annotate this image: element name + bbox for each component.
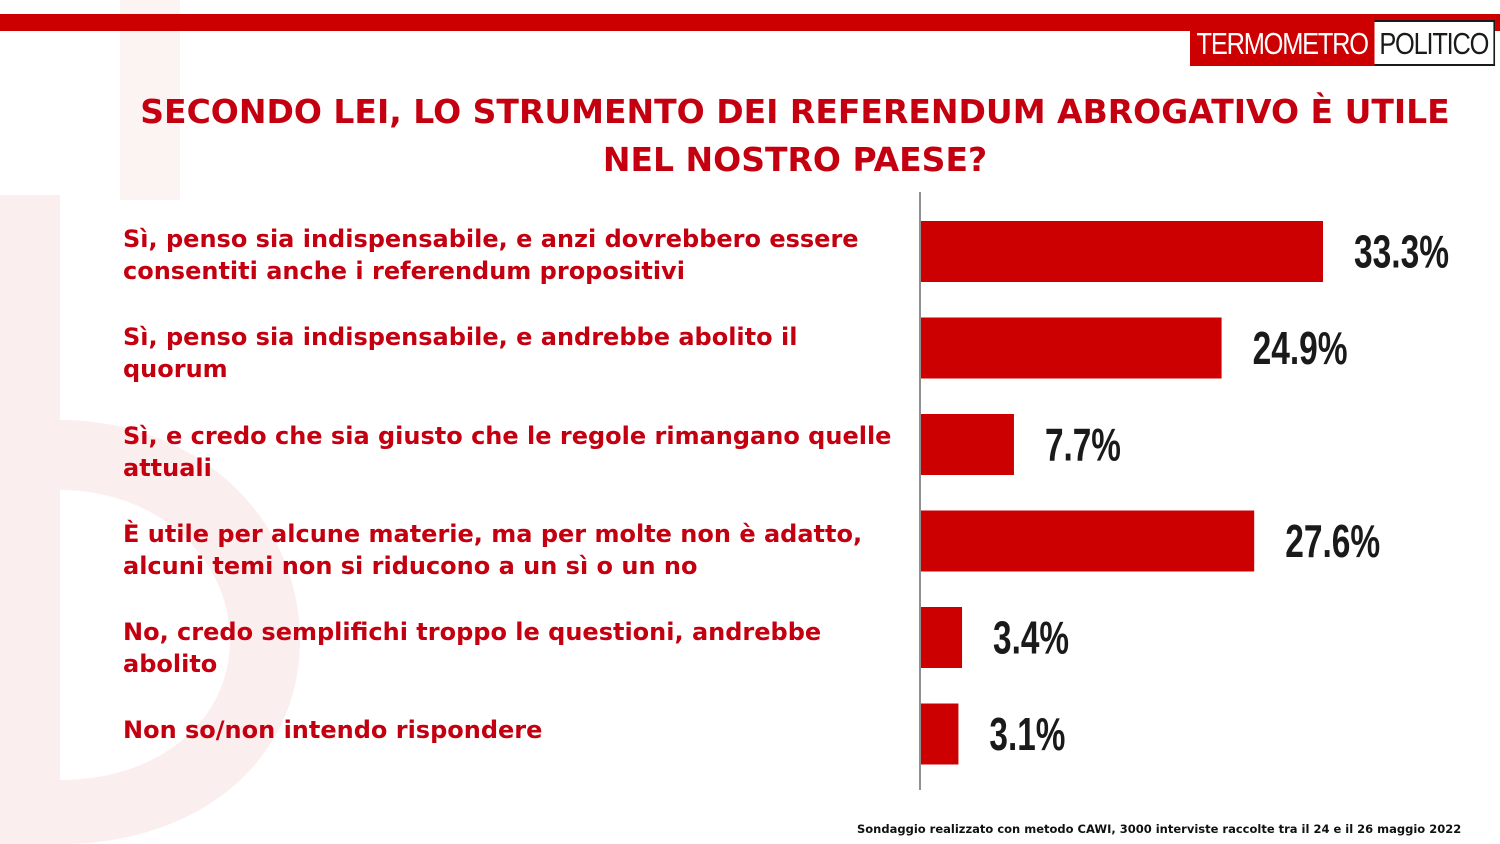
- bar-5: [921, 607, 963, 668]
- value-label-5: 3.4%: [993, 612, 1069, 664]
- logo-part-left: TERMOMETRO: [1190, 20, 1375, 66]
- category-label-1: Sì, penso sia indispensabile, e anzi dov…: [123, 225, 859, 285]
- bar-6: [921, 703, 959, 765]
- category-label-2: Sì, penso sia indispensabile, e andrebbe…: [123, 323, 798, 383]
- chart-title: SECONDO LEI, LO STRUMENTO DEI REFERENDUM…: [140, 92, 1450, 179]
- value-label-1: 33.3%: [1354, 226, 1449, 278]
- value-label-6: 3.1%: [989, 708, 1065, 760]
- logo-part-right: POLITICO: [1374, 20, 1495, 66]
- bar-4: [921, 510, 1255, 572]
- category-label-4: È utile per alcune materie, ma per molte…: [123, 520, 863, 580]
- value-label-2: 24.9%: [1253, 322, 1348, 374]
- top-accent-bar: [0, 14, 1500, 31]
- bar-1: [921, 221, 1323, 282]
- bar-2: [921, 317, 1222, 379]
- bar-3: [921, 414, 1014, 475]
- category-label-3: Sì, e credo che sia giusto che le regole…: [123, 422, 892, 482]
- value-label-4: 27.6%: [1285, 515, 1380, 567]
- category-label-5: No, credo semplifichi troppo le question…: [123, 618, 822, 678]
- value-label-3: 7.7%: [1045, 419, 1121, 471]
- termometro-politico-logo: TERMOMETRO POLITICO: [1190, 20, 1495, 66]
- category-label-6: Non so/non intendo rispondere: [123, 716, 543, 744]
- survey-footnote: Sondaggio realizzato con metodo CAWI, 30…: [857, 822, 1462, 836]
